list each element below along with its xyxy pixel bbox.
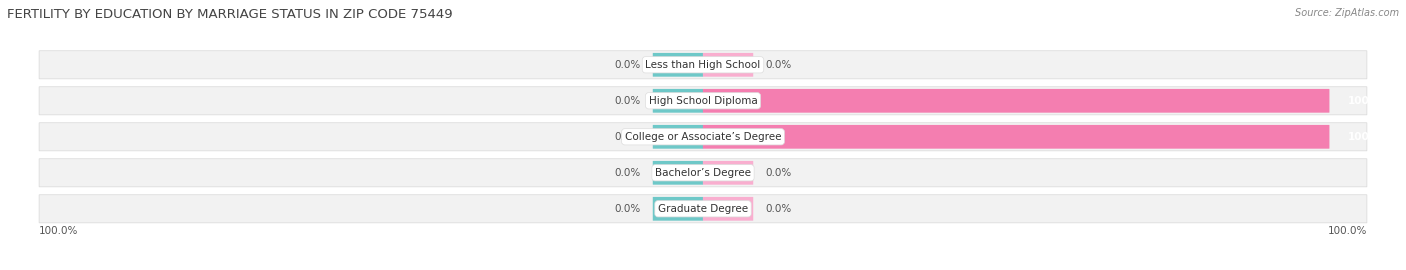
FancyBboxPatch shape bbox=[39, 159, 1367, 187]
Text: 0.0%: 0.0% bbox=[614, 96, 640, 106]
FancyBboxPatch shape bbox=[703, 53, 754, 77]
Text: Source: ZipAtlas.com: Source: ZipAtlas.com bbox=[1295, 8, 1399, 18]
Text: 0.0%: 0.0% bbox=[766, 204, 792, 214]
Text: 0.0%: 0.0% bbox=[614, 60, 640, 70]
FancyBboxPatch shape bbox=[652, 197, 703, 221]
Text: 0.0%: 0.0% bbox=[766, 60, 792, 70]
FancyBboxPatch shape bbox=[703, 161, 754, 185]
Text: 0.0%: 0.0% bbox=[766, 168, 792, 178]
FancyBboxPatch shape bbox=[652, 53, 703, 77]
Text: Less than High School: Less than High School bbox=[645, 60, 761, 70]
FancyBboxPatch shape bbox=[703, 197, 754, 221]
Text: 100.0%: 100.0% bbox=[1348, 96, 1392, 106]
FancyBboxPatch shape bbox=[652, 89, 703, 113]
Text: Bachelor’s Degree: Bachelor’s Degree bbox=[655, 168, 751, 178]
FancyBboxPatch shape bbox=[39, 123, 1367, 151]
Text: College or Associate’s Degree: College or Associate’s Degree bbox=[624, 132, 782, 142]
Text: 0.0%: 0.0% bbox=[614, 204, 640, 214]
Text: FERTILITY BY EDUCATION BY MARRIAGE STATUS IN ZIP CODE 75449: FERTILITY BY EDUCATION BY MARRIAGE STATU… bbox=[7, 8, 453, 21]
FancyBboxPatch shape bbox=[703, 125, 1330, 149]
FancyBboxPatch shape bbox=[652, 161, 703, 185]
Text: 100.0%: 100.0% bbox=[1348, 132, 1392, 142]
Text: High School Diploma: High School Diploma bbox=[648, 96, 758, 106]
FancyBboxPatch shape bbox=[39, 87, 1367, 115]
Text: Graduate Degree: Graduate Degree bbox=[658, 204, 748, 214]
Text: 0.0%: 0.0% bbox=[614, 168, 640, 178]
FancyBboxPatch shape bbox=[703, 89, 1330, 113]
FancyBboxPatch shape bbox=[652, 125, 703, 149]
Text: 100.0%: 100.0% bbox=[39, 226, 79, 236]
FancyBboxPatch shape bbox=[39, 51, 1367, 79]
FancyBboxPatch shape bbox=[39, 195, 1367, 223]
Text: 100.0%: 100.0% bbox=[1327, 226, 1367, 236]
Text: 0.0%: 0.0% bbox=[614, 132, 640, 142]
